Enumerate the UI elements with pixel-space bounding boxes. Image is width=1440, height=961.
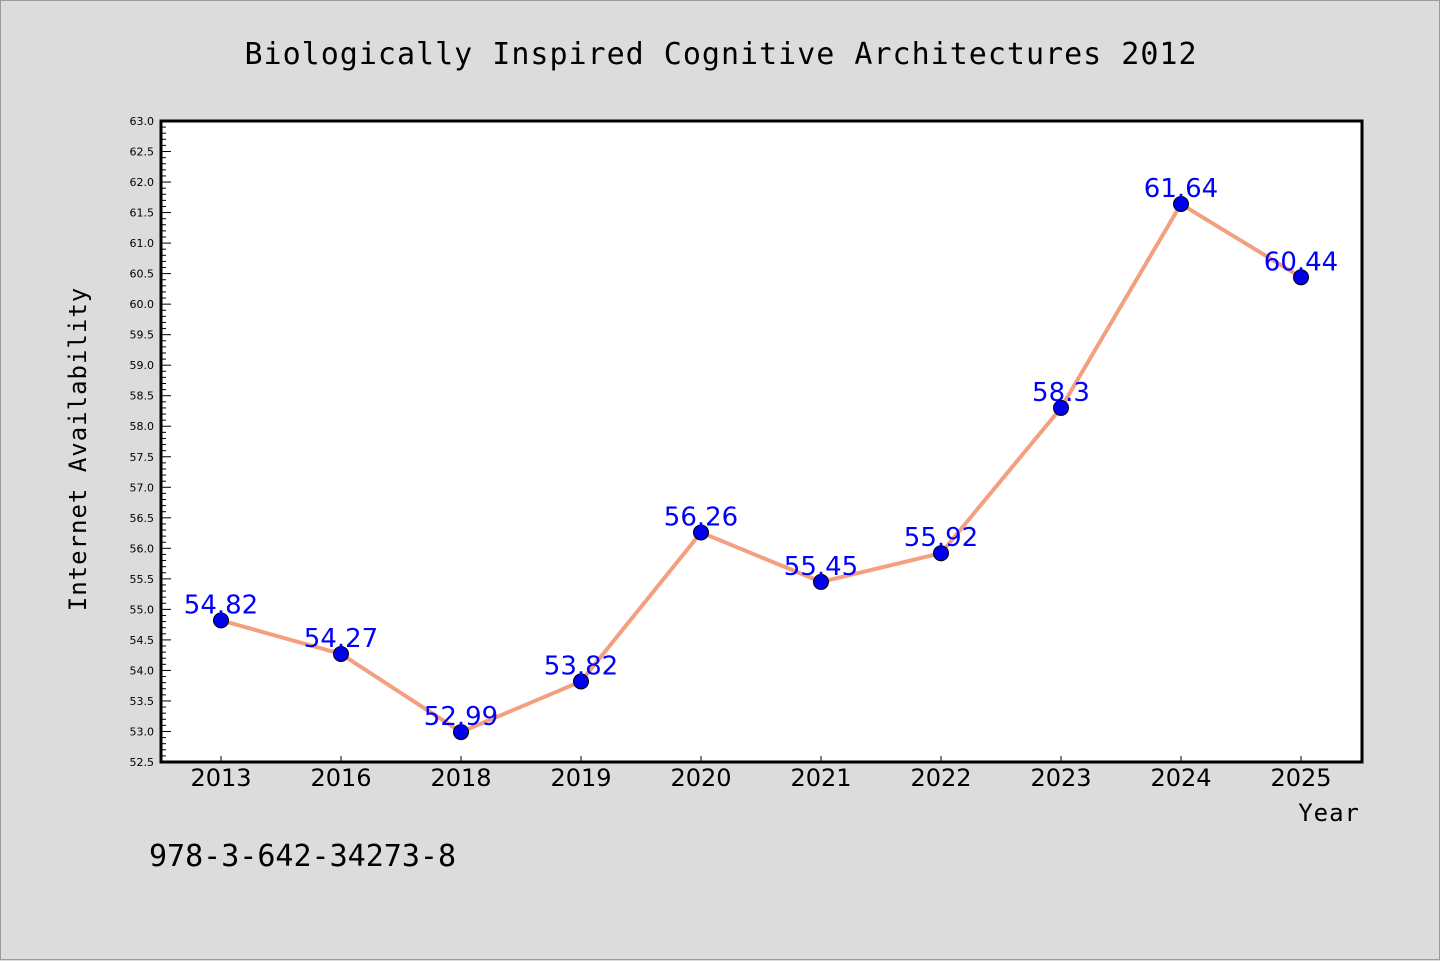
- data-label: 58.3: [1032, 378, 1090, 408]
- x-axis-label: Year: [1298, 799, 1360, 827]
- data-point: [1053, 399, 1069, 416]
- x-tick-label: 2025: [1270, 764, 1331, 792]
- data-label: 61.64: [1144, 174, 1218, 204]
- data-label: 53.82: [544, 651, 618, 681]
- y-tick-label: 58.5: [130, 390, 155, 403]
- x-tick-label: 2020: [670, 764, 731, 792]
- x-tick-label: 2022: [910, 764, 971, 792]
- data-point: [333, 645, 349, 662]
- data-point: [213, 612, 229, 629]
- y-tick-label: 57.5: [130, 451, 155, 464]
- data-label: 54.82: [184, 590, 258, 620]
- data-label: 56.26: [664, 502, 738, 532]
- y-tick-label: 60.0: [130, 298, 155, 311]
- x-tick-label: 2023: [1030, 764, 1091, 792]
- y-tick-label: 58.0: [130, 420, 155, 433]
- chart-title: Biologically Inspired Cognitive Architec…: [244, 37, 1197, 72]
- data-point: [933, 545, 949, 562]
- y-tick-label: 61.5: [130, 207, 155, 220]
- data-point: [813, 573, 829, 590]
- y-tick-label: 53.0: [130, 725, 155, 738]
- y-tick-label: 52.5: [130, 756, 155, 769]
- y-tick-label: 60.5: [130, 268, 155, 281]
- y-tick-label: 54.5: [130, 634, 155, 647]
- y-tick-label: 62.5: [130, 146, 155, 159]
- data-label: 60.44: [1264, 247, 1338, 277]
- data-label: 54.27: [304, 624, 378, 654]
- data-point: [1293, 269, 1309, 286]
- series-layer: 54.82 54.27 52.99 53.82 56.26 55.45 55.92 58.3 6…: [184, 174, 1338, 741]
- x-tick-label: 2019: [550, 764, 611, 792]
- y-tick-label: 53.5: [130, 695, 155, 708]
- x-tick-label: 2013: [190, 764, 251, 792]
- x-tick-label: 2024: [1150, 764, 1211, 792]
- y-tick-label: 56.0: [130, 542, 155, 555]
- x-axis: 2013 2016 2018 2019 2020 2021 2022 2023 2024 2025: [190, 756, 1332, 792]
- y-tick-label: 56.5: [130, 512, 155, 525]
- y-tick-label: 61.0: [130, 237, 155, 250]
- y-tick-label: 55.5: [130, 573, 155, 586]
- y-tick-label: 55.0: [130, 603, 155, 616]
- x-tick-label: 2021: [790, 764, 851, 792]
- isbn-footer: 978-3-642-34273-8: [149, 839, 456, 874]
- y-tick-label: 57.0: [130, 481, 155, 494]
- y-tick-label: 63.0: [130, 115, 155, 128]
- x-tick-label: 2018: [430, 764, 491, 792]
- y-tick-label: 62.0: [130, 176, 155, 189]
- data-point: [453, 724, 469, 741]
- data-label: 55.45: [784, 552, 858, 582]
- y-tick-label: 54.0: [130, 664, 155, 677]
- x-tick-label: 2016: [310, 764, 371, 792]
- data-label: 55.92: [904, 523, 978, 553]
- y-tick-label: 59.5: [130, 329, 155, 342]
- data-label: 52.99: [424, 702, 498, 732]
- data-point: [573, 673, 589, 690]
- y-axis: 52.5 53.0 53.5 54.0 54.5 55.0 55.5 56.0 56.5 57.0…: [130, 115, 171, 769]
- series-line: [220, 202, 1303, 735]
- y-axis-label: Internet Availability: [64, 287, 92, 611]
- y-tick-label: 59.0: [130, 359, 155, 372]
- data-point: [693, 524, 709, 541]
- data-point: [1173, 196, 1189, 213]
- plot-area: [159, 119, 1364, 764]
